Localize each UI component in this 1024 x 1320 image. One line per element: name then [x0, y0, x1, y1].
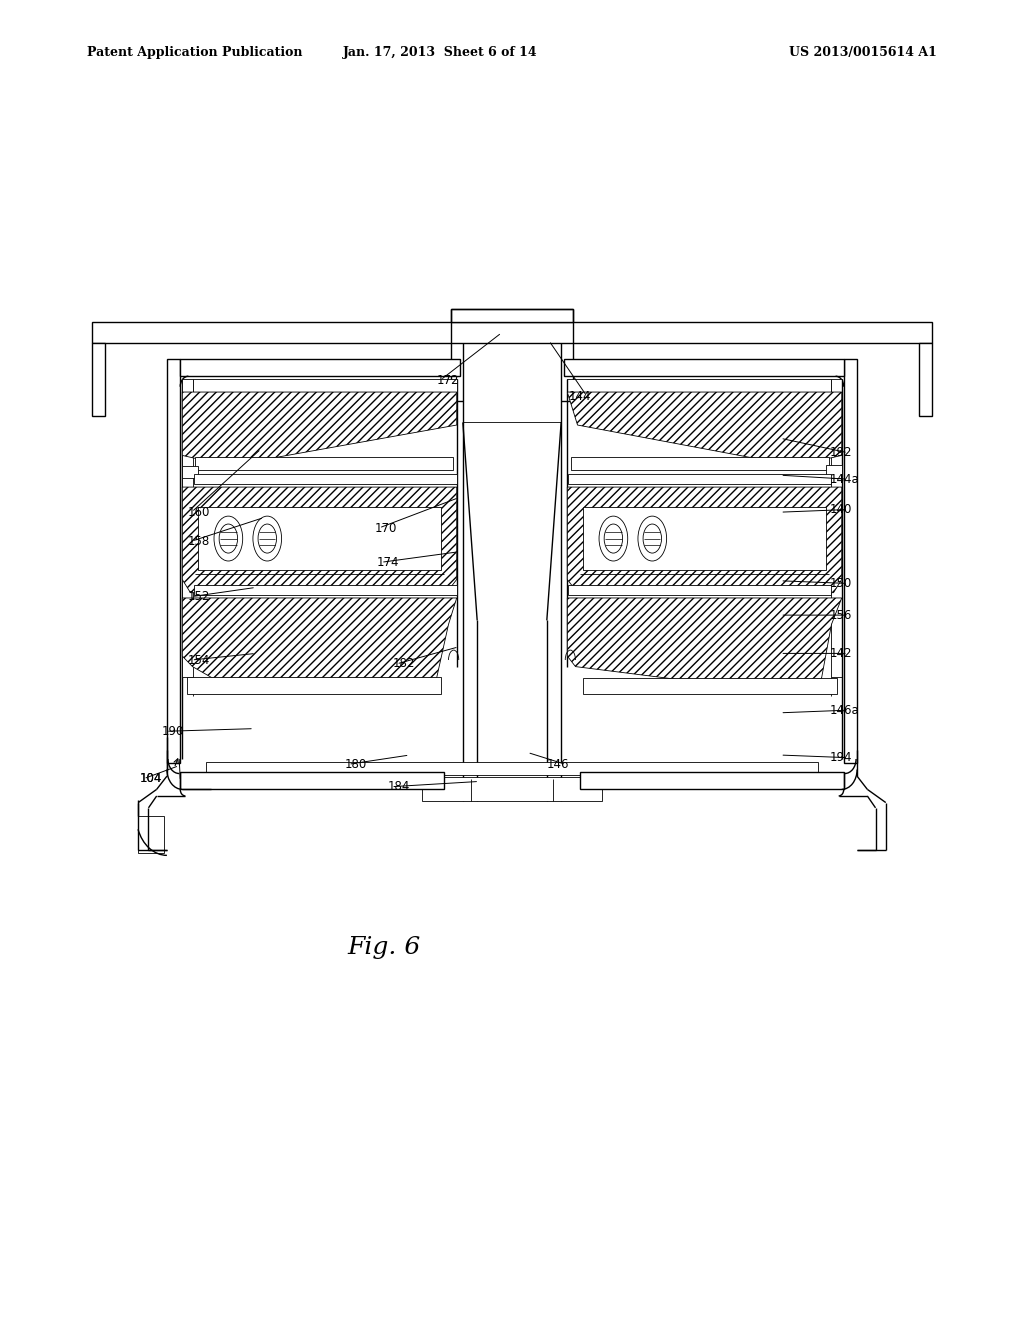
Text: 144a: 144a [829, 473, 859, 486]
Bar [583, 678, 837, 694]
Bar [193, 379, 457, 392]
Ellipse shape [599, 516, 628, 561]
Text: 146: 146 [547, 758, 569, 771]
Bar [194, 585, 457, 595]
Bar [583, 507, 826, 570]
Text: 144: 144 [568, 389, 591, 403]
Bar [844, 359, 857, 763]
Text: Patent Application Publication: Patent Application Publication [87, 46, 302, 59]
Polygon shape [567, 598, 842, 693]
Text: 170: 170 [375, 521, 397, 535]
Text: 104: 104 [139, 772, 162, 785]
Text: 160: 160 [187, 506, 210, 519]
Bar [180, 359, 460, 376]
Text: 156: 156 [829, 609, 852, 622]
Text: 146a: 146a [829, 704, 859, 717]
Ellipse shape [643, 524, 662, 553]
Polygon shape [567, 487, 842, 593]
Bar [919, 343, 932, 416]
Bar [826, 465, 842, 478]
Ellipse shape [219, 524, 238, 553]
Ellipse shape [258, 524, 276, 553]
Text: 182: 182 [392, 657, 415, 671]
Polygon shape [573, 359, 844, 376]
Bar [92, 343, 105, 416]
Ellipse shape [253, 516, 282, 561]
Text: 152: 152 [187, 590, 210, 603]
Bar [451, 309, 573, 322]
Bar [138, 816, 164, 853]
Bar [564, 359, 844, 376]
Text: 194: 194 [829, 751, 852, 764]
Ellipse shape [604, 524, 623, 553]
Bar [568, 585, 831, 595]
Bar [571, 457, 829, 470]
Bar [182, 379, 193, 677]
Bar [206, 762, 818, 775]
Polygon shape [180, 359, 451, 376]
Text: 158: 158 [187, 535, 210, 548]
Bar [568, 474, 831, 484]
Bar [180, 772, 444, 789]
Polygon shape [182, 598, 457, 693]
Text: 104: 104 [139, 772, 162, 785]
Text: Fig. 6: Fig. 6 [347, 936, 421, 960]
Bar [194, 474, 457, 484]
Text: 172: 172 [436, 374, 459, 387]
Ellipse shape [638, 516, 667, 561]
Text: 150: 150 [829, 577, 852, 590]
Polygon shape [567, 392, 842, 466]
Text: 180: 180 [344, 758, 367, 771]
Polygon shape [92, 322, 167, 343]
Text: 184: 184 [387, 780, 410, 793]
Polygon shape [463, 422, 561, 620]
Polygon shape [857, 322, 932, 343]
Bar [92, 322, 932, 343]
Bar [182, 466, 198, 478]
Bar [580, 772, 844, 789]
Bar [187, 677, 441, 694]
Text: 174: 174 [377, 556, 399, 569]
Text: 154: 154 [187, 653, 210, 667]
Bar [167, 359, 180, 763]
Bar [567, 379, 831, 392]
Bar [195, 457, 453, 470]
Text: Jan. 17, 2013  Sheet 6 of 14: Jan. 17, 2013 Sheet 6 of 14 [343, 46, 538, 59]
Bar [198, 507, 441, 570]
Text: US 2013/0015614 A1: US 2013/0015614 A1 [790, 46, 937, 59]
Bar [422, 777, 602, 801]
Text: 192: 192 [829, 446, 852, 459]
Text: 190: 190 [162, 725, 184, 738]
Polygon shape [182, 487, 457, 593]
Ellipse shape [214, 516, 243, 561]
Text: 142: 142 [829, 647, 852, 660]
Bar [831, 379, 842, 677]
Text: 140: 140 [829, 503, 852, 516]
Polygon shape [182, 392, 457, 466]
